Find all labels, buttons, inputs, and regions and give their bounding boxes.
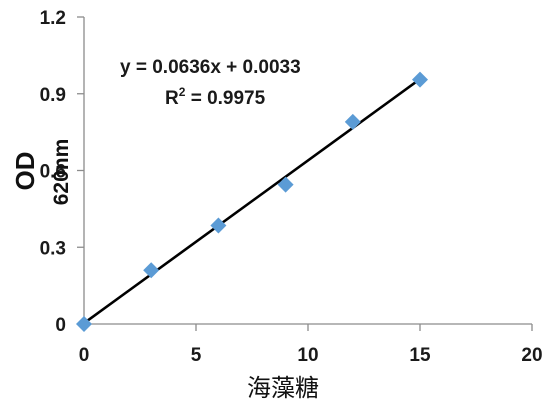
- r-squared-superscript: 2: [179, 85, 186, 99]
- x-tick-label: 0: [79, 345, 90, 366]
- y-tick-label: 0: [55, 315, 66, 336]
- r-squared-label: R2 = 0.9975: [165, 85, 266, 109]
- y-tick-label: 0.9: [40, 85, 66, 106]
- x-axis-title: 海藻糖: [247, 374, 319, 402]
- equation-label: y = 0.0636x + 0.0033: [120, 57, 301, 78]
- r-squared-value: = 0.9975: [185, 88, 265, 109]
- y-tick-labels: 0 0.3 0.6 0.9 1.2: [40, 8, 66, 336]
- x-tick-label: 5: [191, 345, 202, 366]
- x-tick-marks: [83, 324, 533, 331]
- data-point-marker: [344, 113, 361, 130]
- data-point-marker: [412, 71, 428, 88]
- r-squared-symbol: R: [165, 88, 179, 109]
- axes: 0 5 10 15 20 0 0.3 0.6 0.9 1.2: [40, 8, 543, 366]
- x-tick-labels: 0 5 10 15 20: [79, 345, 543, 366]
- data-point-marker: [277, 176, 294, 193]
- y-axis-title: OD: [10, 152, 40, 191]
- trendline: [83, 78, 421, 325]
- data-point-marker: [143, 262, 160, 279]
- y-tick-label: 0.6: [40, 162, 66, 183]
- y-tick-marks: [77, 16, 84, 325]
- x-tick-label: 20: [521, 345, 542, 366]
- y-tick-label: 0.3: [40, 238, 66, 259]
- data-point-marker: [76, 316, 92, 332]
- x-tick-label: 15: [409, 345, 431, 366]
- x-tick-label: 10: [297, 345, 318, 366]
- y-axis-title-subscript: 620nm: [50, 139, 73, 206]
- y-tick-label: 1.2: [40, 8, 66, 29]
- data-points: [76, 71, 428, 332]
- data-point-marker: [210, 217, 227, 234]
